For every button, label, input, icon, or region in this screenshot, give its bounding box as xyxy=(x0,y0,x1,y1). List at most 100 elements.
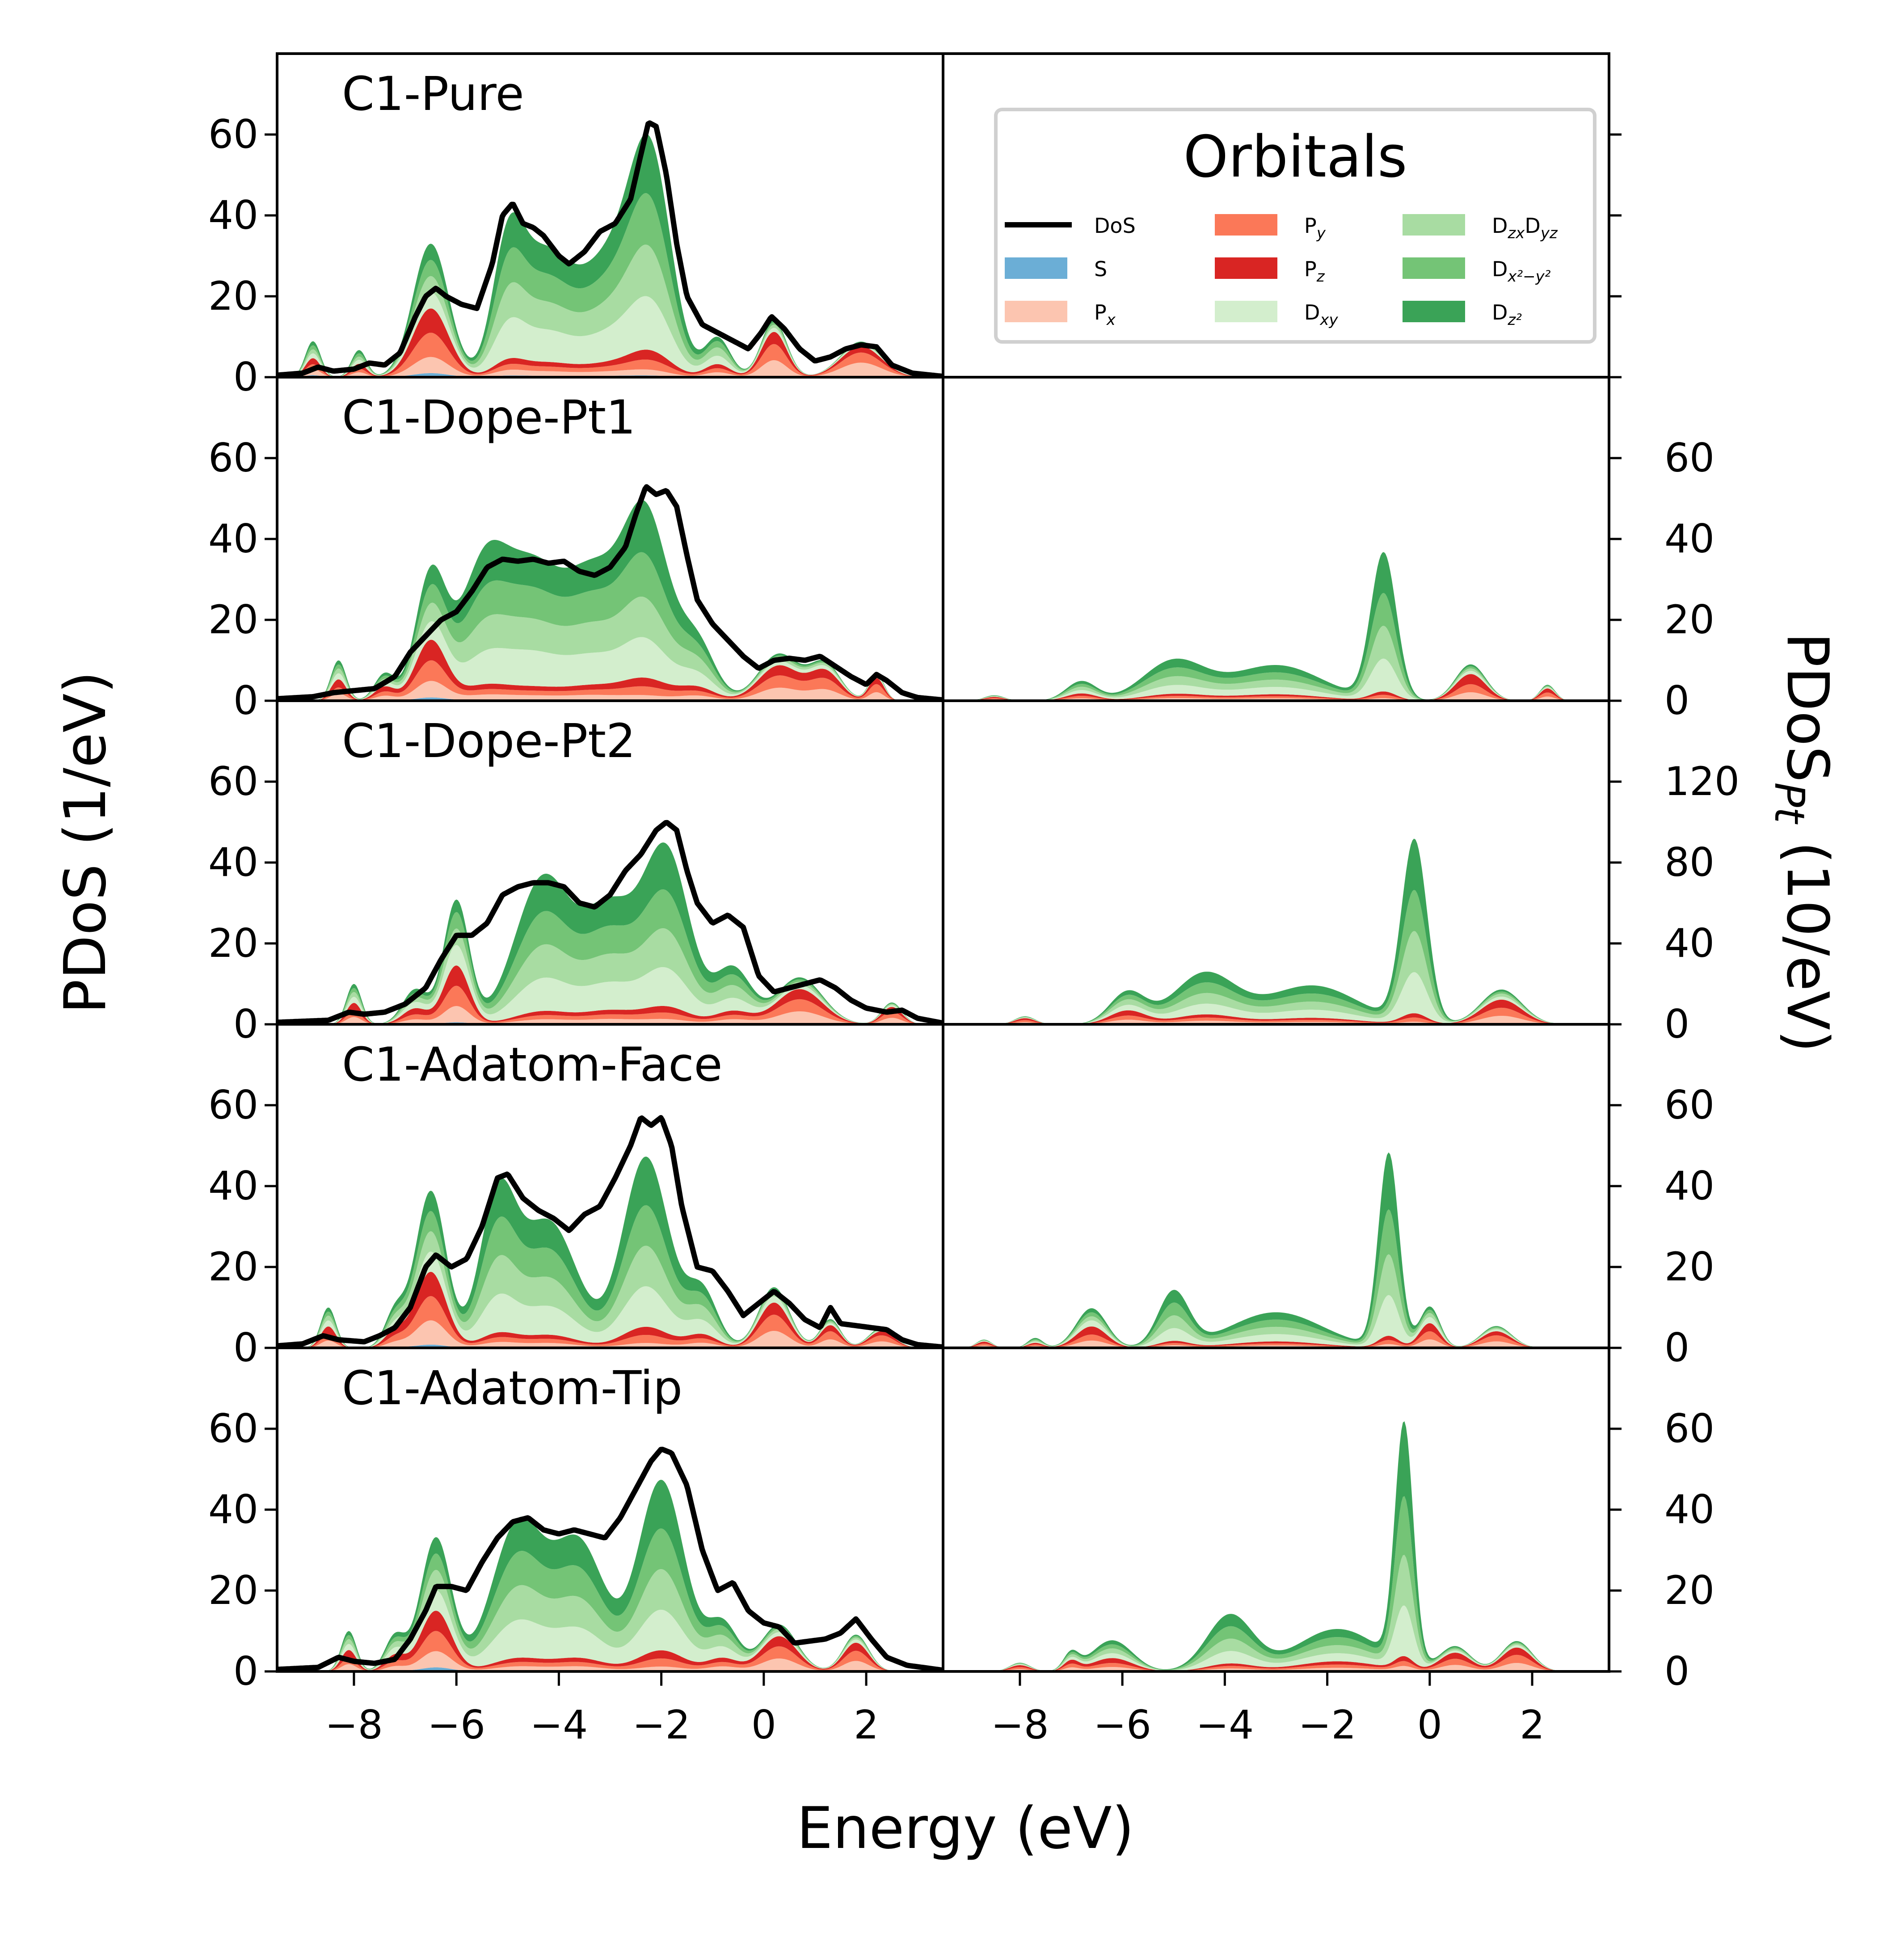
area-Dx2y2 xyxy=(277,193,943,377)
y-tick-label: 0 xyxy=(233,1648,258,1694)
y-tick-label: 20 xyxy=(1664,1244,1714,1290)
area-Pz xyxy=(943,999,1609,1024)
y-tick-label: 20 xyxy=(208,1244,258,1290)
legend-label: Py xyxy=(1304,214,1326,242)
legend-swatch xyxy=(1215,301,1277,322)
area-Pz xyxy=(277,640,943,701)
dos-line xyxy=(277,120,943,377)
x-tick-label: 2 xyxy=(1520,1702,1545,1748)
y-tick-label: 40 xyxy=(208,839,258,885)
area-Dx2y2 xyxy=(943,593,1609,701)
y-tick-label: 40 xyxy=(1664,516,1714,562)
y-tick-label: 60 xyxy=(208,435,258,481)
legend-swatch xyxy=(1005,257,1067,279)
area-Px xyxy=(277,681,943,701)
panel-label: C1-Dope-Pt2 xyxy=(342,714,636,768)
dos-line xyxy=(277,1447,943,1671)
right-panel-3: 0 40 80 120 xyxy=(942,699,1740,1047)
legend-label: Pz xyxy=(1304,257,1325,286)
y-tick-label: 40 xyxy=(208,516,258,562)
y-tick-label: 20 xyxy=(208,273,258,319)
legend-label: Px xyxy=(1094,300,1116,329)
left-panel-3: 0 20 40 60 C1-Dope-Pt2 xyxy=(208,699,944,1047)
panel-label: C1-Pure xyxy=(342,67,524,121)
y-tick-label: 40 xyxy=(1664,1163,1714,1209)
area-Dzxyz xyxy=(277,597,943,701)
legend-title: Orbitals xyxy=(1183,124,1407,190)
legend-label: Dz² xyxy=(1492,300,1522,329)
y-tick-label: 40 xyxy=(1664,920,1714,966)
y-tick-label: 80 xyxy=(1664,839,1714,885)
area-Px xyxy=(277,1651,943,1671)
y-tick-label: 20 xyxy=(208,1567,258,1613)
area-Dzxyz xyxy=(943,931,1609,1024)
y-tick-label: 60 xyxy=(1664,435,1714,481)
y-axis-label-left: PDoS (1/eV) xyxy=(52,671,119,1014)
area-Px xyxy=(277,357,943,377)
x-tick-label: 0 xyxy=(1417,1702,1442,1748)
area-Py xyxy=(943,1654,1609,1671)
left-panel-2: 0 20 40 60 C1-Dope-Pt1 xyxy=(208,376,944,724)
legend-box xyxy=(994,108,1596,344)
area-Dzxyz xyxy=(277,244,943,377)
area-Dxy xyxy=(943,658,1609,701)
y-tick-label: 40 xyxy=(208,1163,258,1209)
legend-item-DoS: DoS xyxy=(1005,214,1136,238)
legend-item-Dxy: Dxy xyxy=(1215,300,1339,329)
area-Py xyxy=(943,1007,1609,1024)
panel-label: C1-Adatom-Face xyxy=(342,1037,723,1092)
y-tick-label: 60 xyxy=(1664,1406,1714,1452)
legend-label: DoS xyxy=(1094,214,1136,238)
area-Pz xyxy=(943,1323,1609,1348)
x-tick-label: −6 xyxy=(427,1702,485,1748)
y-tick-label: 0 xyxy=(1664,1325,1689,1371)
legend-label: DzxDyz xyxy=(1492,214,1558,242)
y-tick-label: 20 xyxy=(208,920,258,966)
area-Pz xyxy=(277,308,943,377)
area-Dxy xyxy=(277,292,943,377)
area-Pz xyxy=(277,1611,943,1671)
y-tick-label: 40 xyxy=(208,192,258,238)
dos-line xyxy=(277,1115,943,1348)
area-Dzxyz xyxy=(943,1254,1609,1348)
area-Dx2y2 xyxy=(277,889,943,1024)
x-tick-label: −8 xyxy=(325,1702,383,1748)
legend-item-Dz2: Dz² xyxy=(1403,300,1522,329)
area-Dz2 xyxy=(277,134,943,377)
area-Dxy xyxy=(277,621,943,701)
area-Py xyxy=(277,985,943,1024)
y-tick-label: 0 xyxy=(233,678,258,724)
area-Dzxyz xyxy=(943,626,1609,701)
panel-frame xyxy=(942,1347,1610,1673)
legend-swatch xyxy=(1403,214,1465,236)
right-panel-5: 0 20 40 60 −8 −6 −4 −2 0 2 xyxy=(942,1347,1714,1748)
y-tick-label: 0 xyxy=(1664,678,1689,724)
area-Dxy xyxy=(943,1295,1609,1348)
legend: Orbitals DoS S Px Py Pz Dxy DzxDyz Dx²−y² Dz² xyxy=(994,108,1596,344)
area-Py xyxy=(277,660,943,701)
legend-swatch xyxy=(1005,301,1067,322)
area-Px xyxy=(277,1320,943,1348)
y-tick-label: 20 xyxy=(1664,1567,1714,1613)
dos-line xyxy=(277,484,943,701)
x-tick-label: −4 xyxy=(1196,1702,1254,1748)
y-tick-label: 40 xyxy=(208,1486,258,1532)
area-Pz xyxy=(277,965,943,1024)
right-panel-4: 0 20 40 60 xyxy=(942,1023,1714,1371)
y-tick-label: 0 xyxy=(1664,1648,1689,1694)
legend-label: Dxy xyxy=(1304,300,1339,329)
dos-line xyxy=(277,820,943,1024)
area-Py xyxy=(277,1631,943,1671)
left-panel-5: 0 20 40 60 C1-Adatom-Tip −8 −6 −4 −2 0 2 xyxy=(208,1347,944,1748)
panels: 0204060C1-Pure0204060C1-Dope-Pt102040600… xyxy=(208,52,1740,1748)
panel-label: C1-Dope-Pt1 xyxy=(342,390,636,445)
left-panel-1: 0 20 40 60 C1-Pure xyxy=(208,52,944,400)
legend-item-Py: Py xyxy=(1215,214,1326,242)
y-tick-label: 120 xyxy=(1664,758,1740,804)
y-tick-label: 60 xyxy=(208,1406,258,1452)
x-tick-label: 2 xyxy=(854,1702,879,1748)
y-tick-label: 0 xyxy=(233,1325,258,1371)
area-Px xyxy=(943,1016,1609,1024)
legend-item-Dzxyz: DzxDyz xyxy=(1403,214,1558,242)
